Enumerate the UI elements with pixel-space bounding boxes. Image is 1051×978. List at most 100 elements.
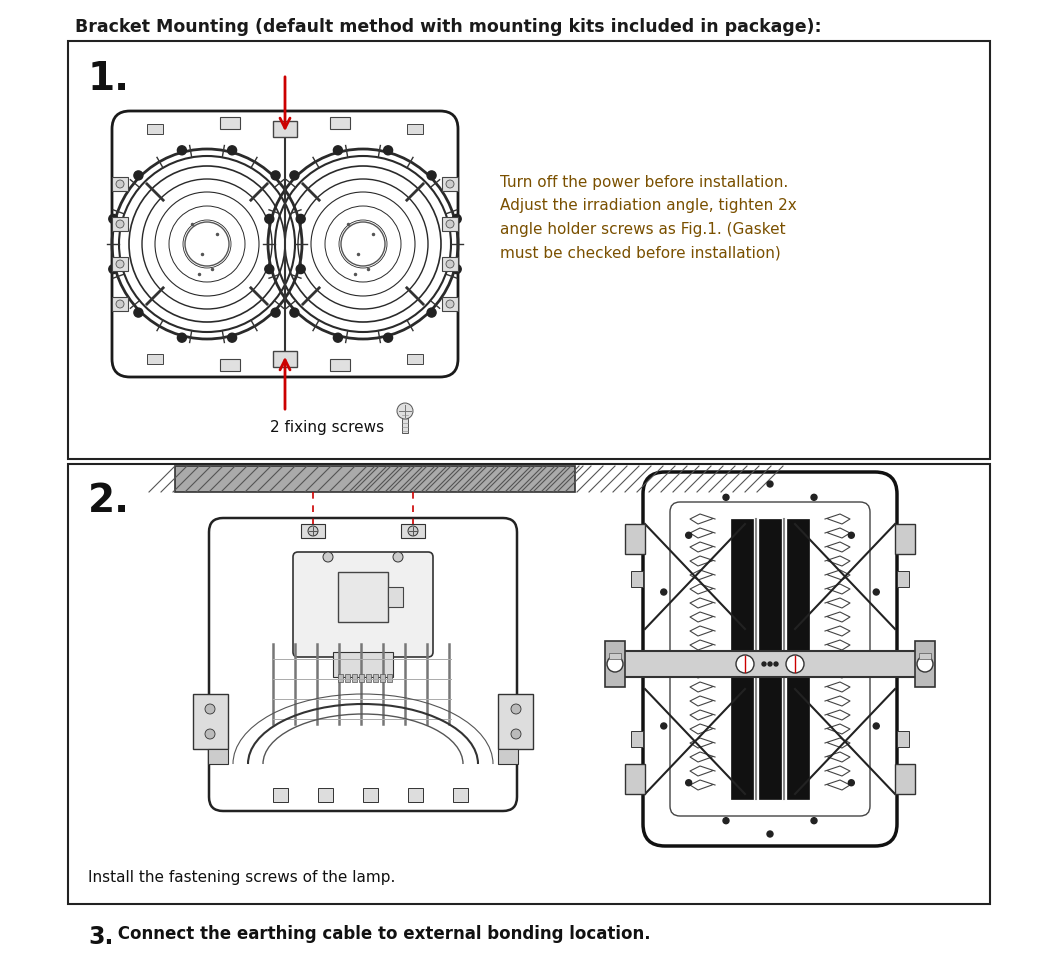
Circle shape (452, 215, 461, 224)
Bar (388, 588, 403, 607)
Bar (380, 674, 385, 683)
Bar (625, 764, 645, 794)
Circle shape (185, 223, 229, 267)
Circle shape (323, 553, 333, 562)
Circle shape (652, 656, 658, 662)
Circle shape (109, 215, 118, 224)
Bar (895, 764, 915, 794)
Bar (442, 218, 458, 232)
Bar (220, 360, 240, 372)
Bar (273, 122, 297, 138)
Text: 1.: 1. (88, 60, 130, 98)
Bar (338, 572, 388, 622)
Circle shape (446, 300, 454, 309)
Circle shape (228, 333, 236, 343)
Bar (147, 355, 163, 365)
Bar (442, 258, 458, 272)
Bar (301, 524, 325, 539)
Circle shape (767, 831, 772, 837)
Bar (359, 674, 364, 683)
Bar (407, 125, 423, 135)
Bar (112, 218, 128, 232)
Circle shape (427, 309, 436, 318)
Text: Bracket Mounting (default method with mounting kits included in package):: Bracket Mounting (default method with mo… (75, 18, 822, 36)
Bar (112, 258, 128, 272)
Circle shape (333, 147, 343, 156)
Circle shape (341, 223, 385, 267)
Circle shape (511, 730, 521, 739)
Circle shape (873, 723, 880, 730)
Bar (273, 788, 288, 802)
Bar (193, 694, 228, 749)
Bar (631, 571, 643, 588)
Circle shape (811, 818, 817, 823)
Circle shape (446, 181, 454, 189)
Circle shape (685, 779, 692, 786)
Bar (498, 749, 518, 764)
FancyBboxPatch shape (643, 472, 897, 846)
Bar (787, 519, 809, 799)
Circle shape (271, 309, 280, 318)
Text: 2.: 2. (88, 481, 130, 519)
Bar (915, 642, 935, 688)
Bar (363, 788, 378, 802)
Bar (68, 465, 990, 904)
Circle shape (427, 172, 436, 181)
Bar (897, 732, 909, 747)
Bar (387, 674, 392, 683)
FancyBboxPatch shape (293, 553, 433, 657)
Bar (408, 788, 423, 802)
Circle shape (873, 590, 880, 596)
Circle shape (333, 333, 343, 343)
Circle shape (290, 309, 298, 318)
Circle shape (393, 553, 403, 562)
Circle shape (296, 215, 305, 224)
Circle shape (116, 221, 124, 229)
FancyBboxPatch shape (112, 111, 458, 378)
Bar (897, 571, 909, 588)
Bar (68, 42, 990, 460)
Circle shape (848, 779, 854, 786)
Bar (147, 125, 163, 135)
Circle shape (133, 309, 143, 318)
Circle shape (116, 300, 124, 309)
Circle shape (661, 723, 666, 730)
Bar (631, 732, 643, 747)
Circle shape (768, 662, 772, 666)
Circle shape (205, 704, 215, 714)
Circle shape (685, 533, 692, 539)
Circle shape (661, 590, 666, 596)
Circle shape (723, 818, 729, 823)
Bar (112, 178, 128, 192)
Circle shape (308, 526, 318, 537)
Circle shape (918, 656, 933, 672)
Circle shape (296, 265, 305, 274)
Bar (625, 524, 645, 555)
Circle shape (607, 656, 623, 672)
Text: Connect the earthing cable to external bonding location.: Connect the earthing cable to external b… (112, 924, 651, 942)
Circle shape (116, 181, 124, 189)
Bar (401, 524, 425, 539)
Bar (345, 674, 350, 683)
Bar (731, 519, 753, 799)
Bar (498, 694, 533, 749)
Circle shape (848, 533, 854, 539)
Bar (609, 653, 621, 659)
Bar (352, 674, 357, 683)
Bar (895, 524, 915, 555)
Circle shape (408, 526, 418, 537)
Text: Install the fastening screws of the lamp.: Install the fastening screws of the lamp… (88, 869, 395, 884)
Bar (176, 467, 575, 493)
Circle shape (511, 704, 521, 714)
Bar (112, 297, 128, 312)
Bar (442, 297, 458, 312)
Circle shape (290, 172, 298, 181)
Bar (605, 642, 625, 688)
Circle shape (762, 662, 766, 666)
Bar (919, 653, 931, 659)
Bar (338, 674, 343, 683)
Circle shape (384, 147, 393, 156)
Bar (333, 652, 393, 678)
Circle shape (265, 265, 274, 274)
Circle shape (384, 333, 393, 343)
